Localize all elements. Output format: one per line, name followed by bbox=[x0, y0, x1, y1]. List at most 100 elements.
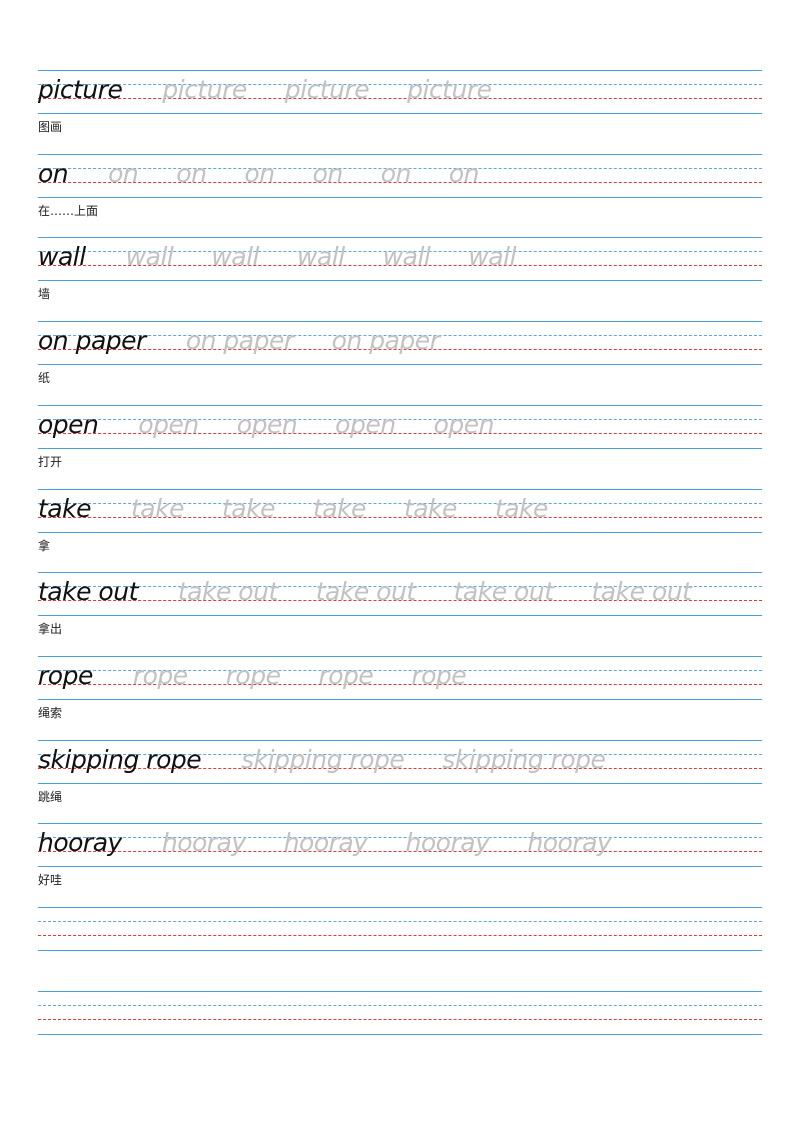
trace-word: hooray bbox=[527, 828, 612, 858]
mid-guide-line bbox=[38, 84, 762, 85]
mid-guide-line bbox=[38, 586, 762, 588]
trace-word: take out bbox=[315, 577, 416, 607]
bottom-guide-line bbox=[38, 280, 762, 282]
vocab-row: on paper on paper on paper 纸 bbox=[38, 321, 762, 405]
trace-word: take out bbox=[453, 577, 554, 607]
bottom-guide-line bbox=[38, 698, 762, 700]
top-guide-line bbox=[38, 237, 762, 239]
chinese-meaning: 绳索 bbox=[38, 705, 63, 720]
chinese-meaning: 跳绳 bbox=[38, 789, 63, 804]
trace-word: wall bbox=[382, 242, 431, 272]
base-guide-line bbox=[38, 767, 762, 769]
bottom-guide-line bbox=[38, 866, 762, 868]
word-line: on on on on on on on bbox=[38, 156, 479, 192]
trace-word: rope bbox=[318, 660, 374, 690]
trace-word: on bbox=[108, 158, 139, 188]
vocab-word: on bbox=[38, 158, 69, 188]
trace-word: on paper bbox=[185, 326, 294, 356]
word-line: take out take out take out take out take out bbox=[38, 574, 692, 610]
top-guide-line bbox=[38, 153, 762, 155]
trace-word: open bbox=[335, 409, 396, 439]
base-guide-line bbox=[38, 98, 762, 99]
mid-guide-line bbox=[38, 753, 762, 755]
word-line: open open open open open bbox=[38, 407, 494, 443]
vocab-row: open open open open open 打开 bbox=[38, 404, 762, 489]
chinese-meaning: 打开 bbox=[38, 454, 63, 469]
trace-word: on bbox=[312, 158, 344, 188]
base-guide-line bbox=[38, 851, 762, 853]
chinese-meaning: 拿 bbox=[38, 538, 51, 553]
vocab-row: wall wall wall wall wall wall 墙 bbox=[38, 237, 762, 321]
vocab-word: take bbox=[38, 493, 91, 523]
trace-word: picture bbox=[407, 75, 492, 104]
trace-word: take out bbox=[177, 577, 278, 607]
trace-word: on bbox=[380, 158, 412, 188]
vocab-row: rope rope rope rope rope 绳索 bbox=[38, 655, 762, 740]
chinese-meaning: 好哇 bbox=[38, 873, 63, 888]
word-line: take take take take take take bbox=[38, 491, 548, 527]
base-guide-line bbox=[38, 516, 762, 518]
blank-practice-row[interactable] bbox=[38, 990, 762, 1075]
mid-guide-line bbox=[38, 921, 762, 922]
trace-word: on bbox=[448, 158, 480, 188]
base-guide-line bbox=[38, 265, 762, 267]
trace-word: hooray bbox=[283, 828, 368, 858]
trace-word: take bbox=[494, 493, 548, 523]
bottom-guide-line bbox=[38, 113, 762, 114]
trace-word: rope bbox=[132, 660, 188, 690]
vocab-row: on on on on on on on 在……上面 bbox=[38, 153, 762, 238]
top-guide-line bbox=[38, 655, 762, 657]
mid-guide-line bbox=[38, 251, 762, 253]
chinese-meaning: 拿出 bbox=[38, 622, 63, 637]
trace-word: take bbox=[130, 493, 184, 523]
blank-practice-row[interactable] bbox=[38, 907, 762, 991]
vocab-row: take take take take take take 拿 bbox=[38, 488, 762, 573]
vocab-word: take out bbox=[38, 577, 138, 607]
bottom-guide-line bbox=[38, 447, 762, 449]
trace-word: wall bbox=[125, 242, 174, 272]
bottom-guide-line bbox=[38, 950, 762, 951]
trace-word: hooray bbox=[405, 828, 490, 858]
trace-word: wall bbox=[211, 242, 260, 272]
top-guide-line bbox=[38, 739, 762, 741]
top-guide-line bbox=[38, 70, 762, 71]
top-guide-line bbox=[38, 823, 762, 825]
word-line: picture picture picture picture bbox=[38, 72, 492, 108]
top-guide-line bbox=[38, 990, 762, 992]
vocab-word: hooray bbox=[38, 828, 122, 858]
top-guide-line bbox=[38, 321, 762, 323]
trace-word: skipping rope bbox=[241, 744, 405, 774]
trace-word: open bbox=[433, 409, 495, 439]
word-line: on paper on paper on paper bbox=[38, 323, 440, 359]
word-line: rope rope rope rope rope bbox=[38, 658, 467, 694]
top-guide-line bbox=[38, 907, 762, 908]
trace-word: take bbox=[312, 493, 366, 523]
bottom-guide-line bbox=[38, 196, 762, 198]
base-guide-line bbox=[38, 432, 762, 434]
trace-word: open bbox=[236, 409, 298, 439]
top-guide-line bbox=[38, 404, 762, 406]
vocab-row: skipping rope skipping rope skipping rope 跳… bbox=[38, 739, 762, 824]
trace-word: wall bbox=[468, 242, 517, 272]
vocab-word: rope bbox=[38, 660, 93, 690]
mid-guide-line bbox=[38, 669, 762, 671]
bottom-guide-line bbox=[38, 615, 762, 617]
vocab-row: hooray hooray hooray hooray hooray 好哇 bbox=[38, 823, 762, 907]
mid-guide-line bbox=[38, 837, 762, 839]
trace-word: rope bbox=[411, 660, 467, 690]
chinese-meaning: 纸 bbox=[38, 371, 51, 386]
base-guide-line bbox=[38, 683, 762, 685]
bottom-guide-line bbox=[38, 1033, 762, 1035]
vocab-word: picture bbox=[38, 75, 123, 104]
vocab-word: skipping rope bbox=[38, 744, 202, 774]
mid-guide-line bbox=[38, 335, 762, 337]
vocab-word: open bbox=[38, 409, 99, 439]
trace-word: picture bbox=[162, 75, 247, 104]
chinese-meaning: 墙 bbox=[38, 287, 51, 302]
chinese-meaning: 图画 bbox=[38, 120, 63, 134]
vocab-row: take out take out take out take out take out… bbox=[38, 572, 762, 656]
bottom-guide-line bbox=[38, 782, 762, 784]
vocab-word: on paper bbox=[38, 326, 146, 356]
top-guide-line bbox=[38, 572, 762, 574]
mid-guide-line bbox=[38, 167, 762, 169]
